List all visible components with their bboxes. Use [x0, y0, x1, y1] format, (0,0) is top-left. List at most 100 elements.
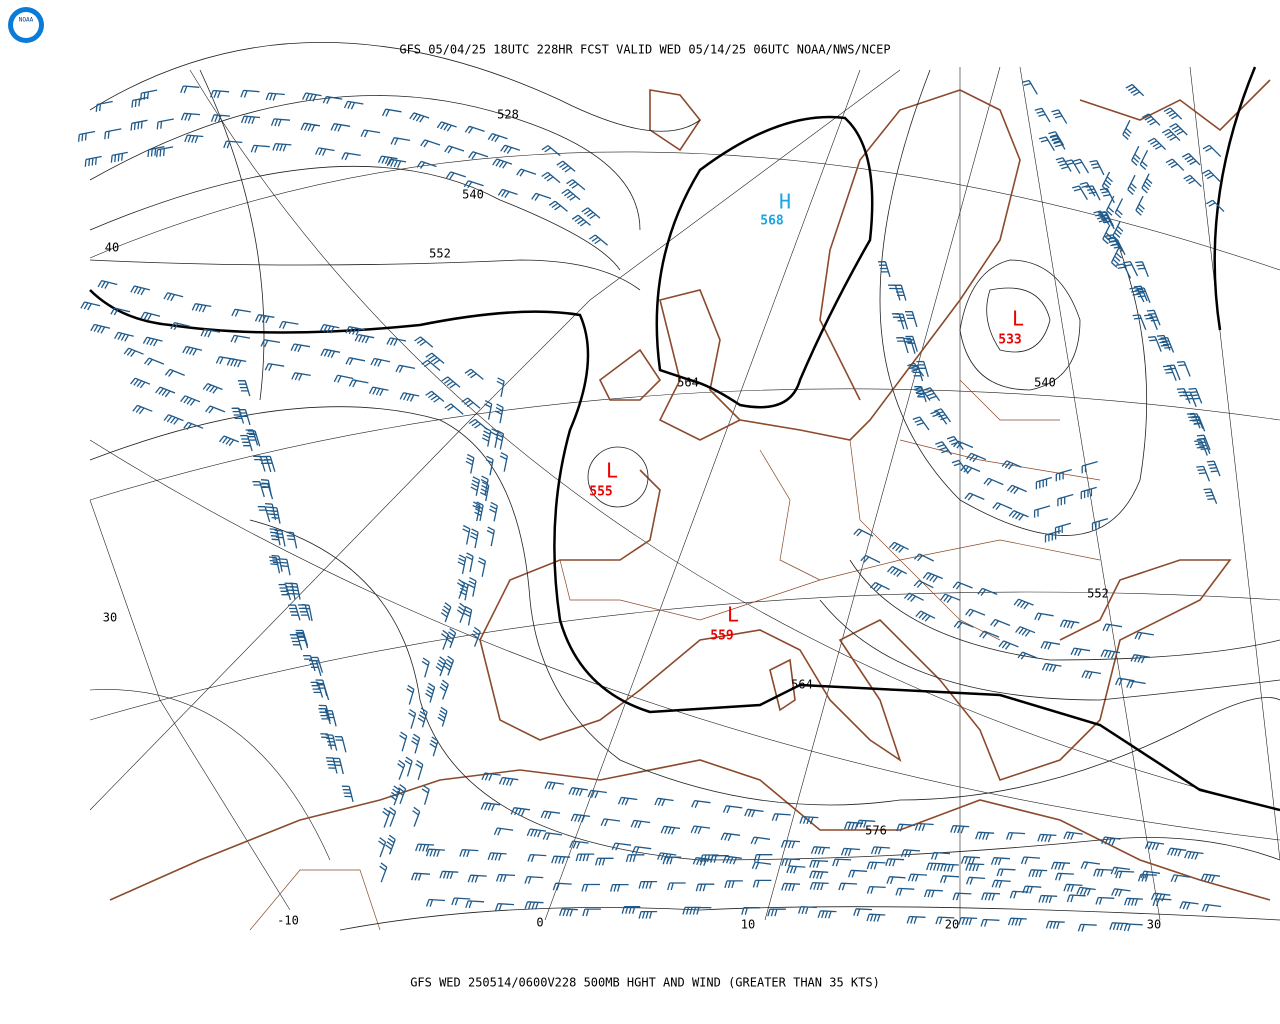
- wind-barb: [330, 123, 351, 132]
- wind-barb: [310, 656, 324, 673]
- wind-barb: [935, 441, 953, 456]
- wind-barb: [843, 821, 864, 831]
- wind-barb: [279, 558, 291, 576]
- wind-barb: [463, 180, 484, 189]
- wind-barb: [1038, 136, 1055, 152]
- wind-barb: [495, 403, 504, 424]
- contour-label: 540: [1034, 376, 1056, 390]
- wind-barb: [468, 151, 489, 160]
- wind-barb: [907, 873, 928, 882]
- center-letter: H: [779, 190, 791, 214]
- wind-barb: [1179, 901, 1199, 910]
- wind-barb: [744, 808, 764, 818]
- wind-barb: [184, 134, 204, 144]
- wind-barb: [926, 862, 946, 871]
- wind-barb: [767, 908, 786, 917]
- contour-564-closed: [655, 115, 874, 409]
- wind-barb: [1110, 866, 1131, 875]
- wind-barb: [382, 108, 402, 117]
- wind-barb: [611, 842, 632, 851]
- wind-barb: [487, 132, 508, 143]
- wind-barb: [699, 854, 719, 863]
- wind-barb: [1109, 922, 1129, 931]
- wind-barb: [866, 861, 886, 870]
- wind-barb: [345, 326, 365, 336]
- wind-barb: [1081, 670, 1102, 679]
- wind-barb: [1015, 626, 1036, 637]
- wind-barb: [1005, 831, 1026, 840]
- wind-barb: [913, 386, 931, 401]
- noaa-logo: NOAA: [8, 7, 44, 43]
- wind-barb: [1073, 158, 1090, 174]
- wind-barb: [465, 453, 475, 474]
- wind-barb: [414, 336, 434, 348]
- wind-barb: [180, 395, 201, 406]
- wind-barb: [710, 855, 729, 863]
- wind-barb: [1139, 150, 1149, 170]
- wind-barb: [437, 706, 448, 727]
- wind-barb: [1070, 647, 1091, 657]
- wind-barb: [991, 879, 1011, 888]
- wind-barb: [1160, 336, 1175, 353]
- wind-barb: [147, 146, 165, 158]
- wind-barb: [809, 870, 829, 880]
- wind-barb: [1040, 640, 1061, 650]
- wind-barb: [182, 345, 203, 356]
- wind-barb: [421, 784, 430, 805]
- contour-label: 540: [462, 188, 484, 202]
- wind-barb: [1116, 263, 1132, 279]
- wind-barb: [1035, 476, 1052, 490]
- wind-barb: [410, 872, 431, 881]
- wind-barb: [389, 785, 401, 806]
- wind-barb: [980, 918, 1000, 927]
- wind-barb: [467, 577, 477, 597]
- wind-barb: [542, 832, 563, 841]
- wind-barb: [630, 819, 651, 829]
- wind-barb: [1055, 468, 1072, 482]
- wind-barb: [1017, 651, 1038, 660]
- wind-barb: [771, 813, 791, 822]
- wind-barb: [230, 334, 251, 343]
- center-value: 568: [760, 214, 784, 229]
- wind-barb: [548, 200, 568, 212]
- wind-barb: [1136, 287, 1151, 304]
- wind-barb: [617, 796, 638, 806]
- wind-barb: [489, 501, 498, 522]
- wind-barb: [992, 502, 1013, 511]
- wind-barb: [990, 857, 1011, 866]
- wind-barb: [156, 118, 174, 130]
- wind-barb: [1166, 364, 1181, 381]
- wind-barb: [691, 799, 711, 809]
- wind-barb: [415, 760, 424, 780]
- wind-barb: [975, 831, 995, 841]
- wind-barb: [252, 480, 265, 498]
- wind-barb: [1156, 334, 1171, 351]
- wind-barb: [888, 541, 909, 553]
- wind-barb: [809, 859, 829, 869]
- wind-barb: [935, 916, 955, 925]
- lat-label: 40: [105, 241, 119, 255]
- wind-barb: [1091, 517, 1109, 531]
- wind-barb: [417, 707, 428, 728]
- wind-barb: [269, 528, 281, 546]
- wind-barb: [1147, 137, 1167, 151]
- wind-barb: [272, 142, 292, 152]
- wind-barb: [240, 115, 261, 125]
- wind-barb: [558, 908, 578, 917]
- wind-barb: [425, 848, 445, 857]
- wind-barb: [1048, 131, 1065, 146]
- wind-barb: [180, 112, 201, 121]
- wind-barb: [1112, 221, 1124, 242]
- wind-barb: [750, 836, 771, 845]
- wind-barb: [1163, 107, 1183, 120]
- wind-barb: [1009, 890, 1029, 899]
- wind-barb: [1132, 314, 1147, 331]
- wind-barb: [110, 151, 128, 163]
- wind-barb: [310, 681, 324, 698]
- wind-barb: [457, 578, 466, 599]
- wind-barb: [420, 139, 441, 148]
- wind-barb: [893, 284, 907, 301]
- wind-barb: [903, 337, 916, 354]
- wind-barb: [907, 362, 925, 377]
- wind-barb: [1196, 465, 1211, 482]
